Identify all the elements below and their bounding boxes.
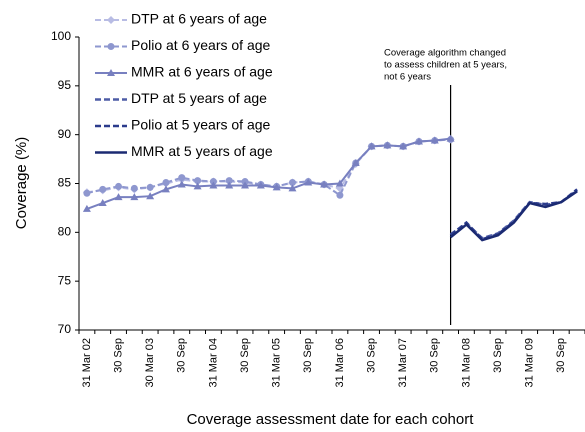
annotation: to assess children at 5 years,: [384, 60, 507, 71]
series-line: [86, 137, 451, 210]
x-tick-label: 30 Sep: [112, 338, 124, 373]
legend-label: MMR at 6 years of age: [131, 64, 273, 80]
x-tick-label: 31 Mar 08: [460, 338, 472, 388]
x-axis-label: Coverage assessment date for each cohort: [187, 411, 475, 428]
y-tick-label: 85: [58, 176, 72, 190]
series-line: [449, 189, 578, 240]
x-tick-label: 30 Sep: [239, 338, 251, 373]
x-tick-label: 31 Mar 05: [271, 338, 283, 388]
point: [146, 183, 154, 191]
x-tick-label: 31 Mar 04: [207, 338, 219, 388]
point: [446, 134, 455, 142]
annotation: not 6 years: [384, 72, 431, 83]
point: [130, 184, 138, 192]
point: [114, 193, 123, 201]
x-tick-label: 30 Sep: [365, 338, 377, 373]
point: [225, 177, 233, 185]
legend-label: Polio at 5 years of age: [131, 117, 271, 133]
legend-label: MMR at 5 years of age: [131, 143, 273, 159]
y-axis-label: Coverage (%): [13, 137, 30, 230]
point: [194, 177, 202, 185]
y-tick-label: 90: [58, 127, 72, 141]
point: [177, 180, 186, 188]
legend-label: DTP at 5 years of age: [131, 90, 267, 106]
x-tick-label: 31 Mar 06: [334, 338, 346, 388]
legend-marker: [107, 69, 115, 76]
point: [383, 141, 392, 149]
point: [115, 182, 123, 190]
x-tick-label: 30 Sep: [302, 338, 314, 373]
point: [161, 185, 170, 193]
point: [83, 189, 91, 197]
point: [336, 191, 344, 199]
x-tick-label: 30 Mar 03: [144, 338, 156, 388]
legend-label: Polio at 6 years of age: [131, 37, 271, 53]
legend-marker: [107, 16, 115, 24]
point: [146, 192, 155, 200]
point: [414, 137, 423, 145]
point: [209, 181, 218, 189]
point: [272, 183, 281, 191]
x-tick-label: 31 Mar 07: [397, 338, 409, 388]
legend-label: DTP at 6 years of age: [131, 11, 267, 27]
x-tick-label: 31 Mar 09: [524, 338, 536, 388]
x-tick-label: 30 Sep: [429, 338, 441, 373]
legend-marker: [107, 43, 115, 50]
point: [367, 142, 376, 150]
point: [162, 179, 170, 187]
y-tick-label: 95: [58, 78, 72, 92]
x-tick-label: 30 Sep: [176, 338, 188, 373]
point: [98, 199, 107, 207]
point: [225, 181, 234, 189]
point: [320, 180, 329, 188]
point: [178, 174, 186, 182]
x-tick-label: 31 Mar 02: [81, 338, 93, 388]
point: [130, 193, 139, 201]
point: [304, 178, 313, 186]
y-tick-label: 100: [51, 29, 71, 43]
point: [335, 179, 344, 187]
annotation: Coverage algorithm changed: [384, 48, 506, 59]
point: [241, 181, 250, 189]
point: [351, 158, 360, 166]
point: [399, 142, 408, 150]
x-tick-label: 30 Sep: [492, 338, 504, 373]
x-tick-label: 30 Sep: [555, 338, 567, 373]
y-tick-label: 70: [58, 322, 72, 336]
point: [193, 182, 202, 190]
point: [288, 179, 296, 187]
y-tick-label: 80: [58, 225, 72, 239]
point: [430, 136, 439, 144]
point: [288, 184, 297, 192]
series-line: [449, 190, 578, 242]
point: [99, 185, 107, 193]
series-line: [449, 188, 578, 241]
point: [82, 204, 91, 212]
y-tick-label: 75: [58, 273, 72, 287]
point: [256, 181, 265, 189]
